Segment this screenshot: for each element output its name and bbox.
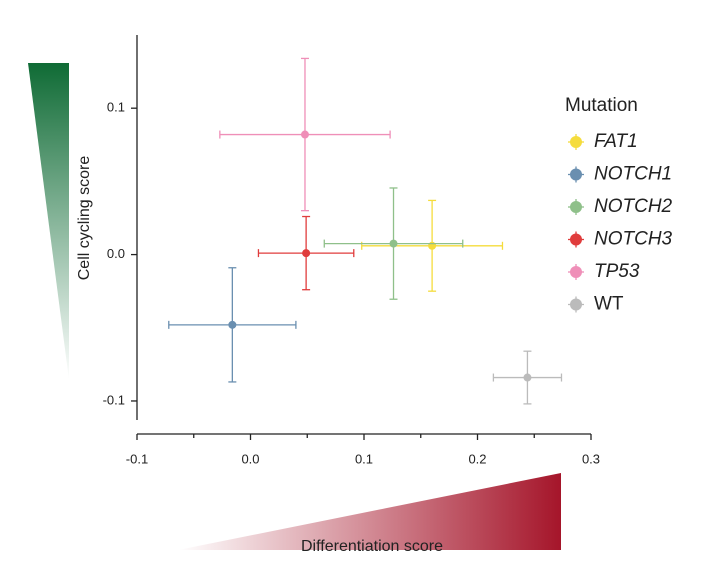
legend-marker: [570, 201, 582, 213]
y-axis-label: Cell cycling score: [76, 156, 93, 281]
x-tick-label: 0.3: [582, 451, 600, 466]
legend-label: NOTCH3: [594, 229, 673, 250]
x-tick-label: 0.2: [468, 451, 486, 466]
legend-label: NOTCH1: [594, 164, 672, 185]
point: [389, 239, 398, 248]
point: [302, 249, 311, 258]
y-tick-label: 0.1: [107, 100, 125, 115]
x-tick-label: 0.0: [241, 451, 259, 466]
legend-label: NOTCH2: [594, 196, 673, 217]
point: [228, 320, 237, 329]
red-gradient: [178, 473, 561, 550]
legend-marker: [570, 233, 582, 246]
legend-label: TP53: [594, 261, 640, 282]
point: [300, 130, 309, 139]
legend-marker: [570, 266, 582, 278]
y-tick-label: 0.0: [107, 246, 125, 261]
legend-marker: [570, 298, 582, 311]
y-tick-label: -0.1: [103, 392, 125, 407]
point: [523, 373, 532, 382]
legend-title: Mutation: [565, 95, 638, 116]
legend-label: WT: [594, 294, 624, 315]
legend-marker: [570, 168, 582, 181]
x-tick-label: -0.1: [126, 451, 148, 466]
x-tick-label: 0.1: [355, 451, 373, 466]
legend-marker: [570, 136, 582, 148]
legend-label: FAT1: [594, 131, 638, 152]
green-gradient: [28, 63, 69, 380]
x-axis-label: Differentiation score: [301, 538, 443, 555]
